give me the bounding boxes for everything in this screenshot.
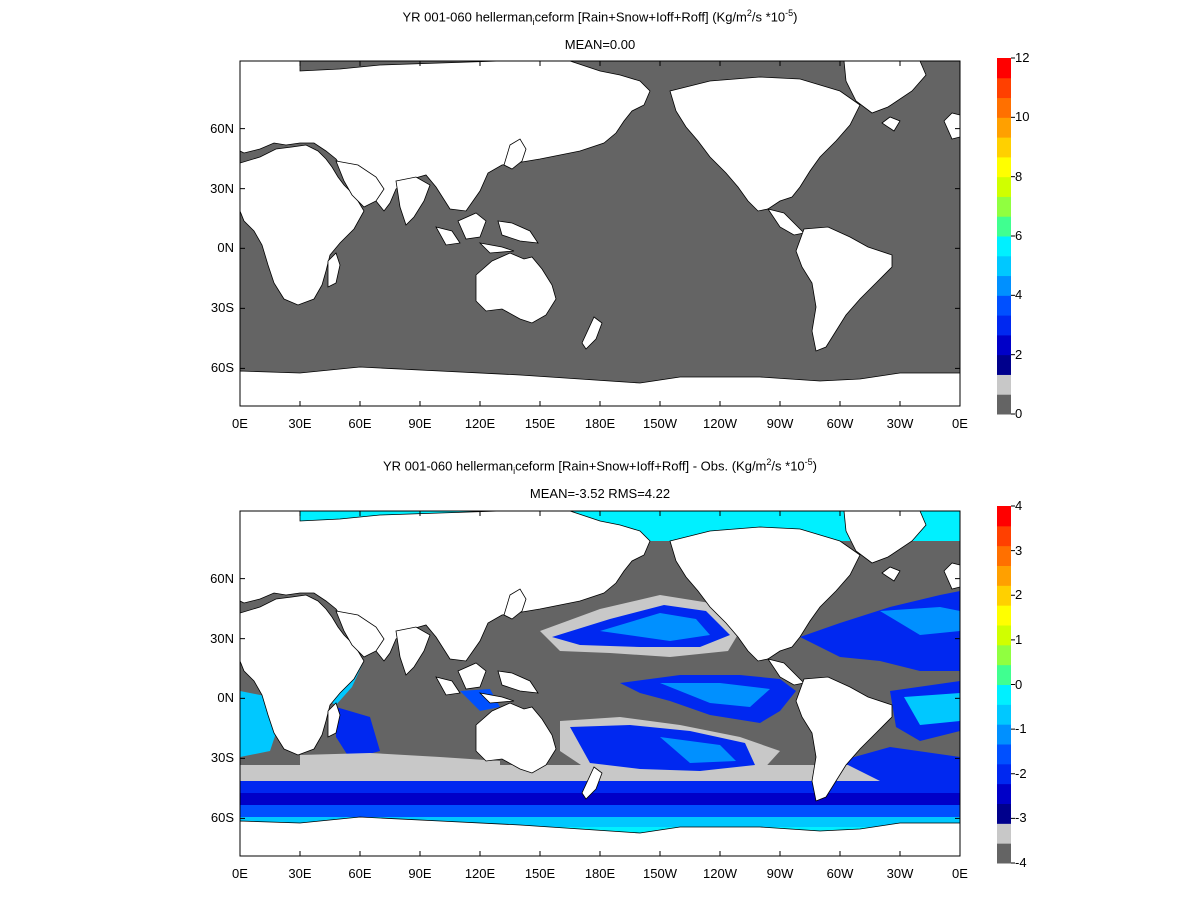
panel2-lon-label: 60E bbox=[348, 866, 372, 881]
panel1-colorbar-cell bbox=[997, 295, 1011, 316]
panel1-lat-label: 0N bbox=[217, 240, 234, 256]
panel1-colorbar-cell bbox=[997, 137, 1011, 158]
panel1-lon-label: 150W bbox=[643, 416, 677, 431]
panel2-colorbar-cell bbox=[997, 684, 1011, 705]
panel1-lon-label: 150E bbox=[524, 416, 556, 431]
panel1-colorbar-tick-label: 0 bbox=[1015, 406, 1023, 421]
panel1-map bbox=[239, 60, 961, 407]
panel1-title: YR 001-060 hellermaniceform [Rain+Snow+I… bbox=[402, 8, 798, 27]
panel1-colorbar-tick-label: 6 bbox=[1015, 228, 1023, 243]
panel2-colorbar-tick-label: 4 bbox=[1015, 498, 1023, 513]
panel1-colorbar-cell bbox=[997, 255, 1011, 277]
panel2-colorbar-cell bbox=[997, 783, 1011, 804]
panel1-colorbar-tick-label: 4 bbox=[1015, 287, 1023, 303]
panel2-colorbar-cell bbox=[997, 704, 1011, 725]
panel1-lon-label: 60E bbox=[348, 416, 372, 431]
panel2-colorbar-cell bbox=[997, 724, 1011, 745]
panel1-lat-label: 60N bbox=[210, 120, 234, 136]
panel2-lon-label: 150E bbox=[524, 866, 556, 881]
panel1-colorbar-tick-label: 10 bbox=[1015, 109, 1030, 125]
panel2-colorbar-cell bbox=[997, 744, 1011, 765]
panel1-colorbar-cell bbox=[997, 156, 1011, 178]
panel1-lon-label: 0E bbox=[232, 416, 248, 431]
panel2-lon-label: 90W bbox=[766, 866, 794, 881]
panel1-lat-label: 30S bbox=[210, 300, 234, 316]
panel2-lat-label: 60S bbox=[210, 810, 234, 826]
panel1-colorbar-cell bbox=[997, 374, 1011, 395]
panel2-lon-label: 120W bbox=[703, 866, 737, 881]
panel2-map bbox=[239, 510, 961, 857]
panel1-colorbar-cell bbox=[997, 97, 1011, 118]
panel2-colorbar-cell bbox=[997, 843, 1011, 864]
panel2-colorbar-cell bbox=[997, 525, 1011, 547]
panel1-lon-label: 120E bbox=[464, 416, 496, 431]
panel1-lon-label: 60W bbox=[826, 416, 854, 431]
panel1-lon-label: 30E bbox=[288, 416, 312, 431]
panel1-colorbar-cell bbox=[997, 354, 1011, 375]
panel1-colorbar-cell bbox=[997, 394, 1011, 415]
panel2-lon-label: 0E bbox=[232, 866, 248, 881]
panel1-colorbar-cell bbox=[997, 216, 1011, 237]
panel1-lon-label: 180E bbox=[584, 416, 616, 431]
panel1-lat-label: 30N bbox=[210, 180, 234, 196]
panel2-lat-label: 30S bbox=[210, 750, 234, 766]
panel2-lat-label: 0N bbox=[217, 690, 234, 706]
panel2-colorbar-tick-label: -3 bbox=[1015, 810, 1027, 826]
panel2-lon-label: 120E bbox=[464, 866, 496, 881]
panel2-colorbar-cell bbox=[997, 625, 1011, 646]
panel2-lon-label: 30W bbox=[886, 866, 914, 881]
panel1-colorbar-cell bbox=[997, 236, 1011, 257]
panel2-lon-label: 30E bbox=[288, 866, 312, 881]
panel2-lon-label: 180E bbox=[584, 866, 616, 881]
panel2-colorbar-cell bbox=[997, 545, 1011, 566]
panel2-lon-label: 90E bbox=[408, 866, 432, 881]
panel1-colorbar-cell bbox=[997, 58, 1011, 79]
panel2-colorbar-cell bbox=[997, 506, 1011, 527]
panel2-lon-label: 0E bbox=[952, 866, 968, 881]
panel2-stats: MEAN=-3.52 RMS=4.22 bbox=[529, 486, 671, 501]
panel1-colorbar-tick-label: 8 bbox=[1015, 168, 1023, 184]
panel1-colorbar-cell bbox=[997, 196, 1011, 217]
panel1-lon-label: 120W bbox=[703, 416, 737, 431]
panel2-colorbar-tick-label: -2 bbox=[1015, 765, 1027, 781]
panel2-colorbar-tick-label: -1 bbox=[1015, 721, 1027, 737]
panel1-colorbar-cell bbox=[997, 176, 1011, 197]
panel2-colorbar-tick-label: 0 bbox=[1015, 676, 1023, 692]
panel1-colorbar-cell bbox=[997, 77, 1011, 99]
panel2-colorbar-cell bbox=[997, 644, 1011, 666]
panel1-lon-label: 0E bbox=[952, 416, 968, 431]
panel2-colorbar-cell bbox=[997, 605, 1011, 626]
panel2-colorbar-tick-label: 3 bbox=[1015, 542, 1023, 558]
panel2-colorbar-cell bbox=[997, 565, 1011, 586]
panel2-colorbar-cell bbox=[997, 763, 1011, 785]
panel1-lat-label: 60S bbox=[210, 360, 234, 376]
panel1-lon-label: 90E bbox=[408, 416, 432, 431]
panel2-colorbar-tick-label: 1 bbox=[1015, 631, 1023, 647]
panel2-colorbar-cell bbox=[997, 823, 1011, 844]
panel2-lat-label: 60N bbox=[210, 570, 234, 586]
panel2-lon-label: 150W bbox=[643, 866, 677, 881]
panel1-colorbar-tick-label: 12 bbox=[1015, 50, 1030, 65]
panel1-colorbar-cell bbox=[997, 315, 1011, 336]
panel2-colorbar-tick-label: -4 bbox=[1015, 855, 1027, 870]
panel2-colorbar-tick-label: 2 bbox=[1015, 587, 1023, 603]
panel1-colorbar-cell bbox=[997, 117, 1011, 138]
panel2-colorbar-cell bbox=[997, 585, 1011, 606]
panel1-lon-label: 30W bbox=[886, 416, 914, 431]
panel2-title: YR 001-060 hellermaniceform [Rain+Snow+I… bbox=[382, 457, 818, 476]
panel2-colorbar-cell bbox=[997, 803, 1011, 824]
panel1-colorbar-cell bbox=[997, 275, 1011, 296]
panel1-colorbar-tick-label: 2 bbox=[1015, 346, 1023, 362]
panel2-colorbar-cell bbox=[997, 664, 1011, 685]
panel1-colorbar-cell bbox=[997, 334, 1011, 356]
panel2-lat-label: 30N bbox=[210, 630, 234, 646]
panel2-lon-label: 60W bbox=[826, 866, 854, 881]
panel1-stats: MEAN=0.00 bbox=[564, 37, 636, 52]
panel1-lon-label: 90W bbox=[766, 416, 794, 431]
